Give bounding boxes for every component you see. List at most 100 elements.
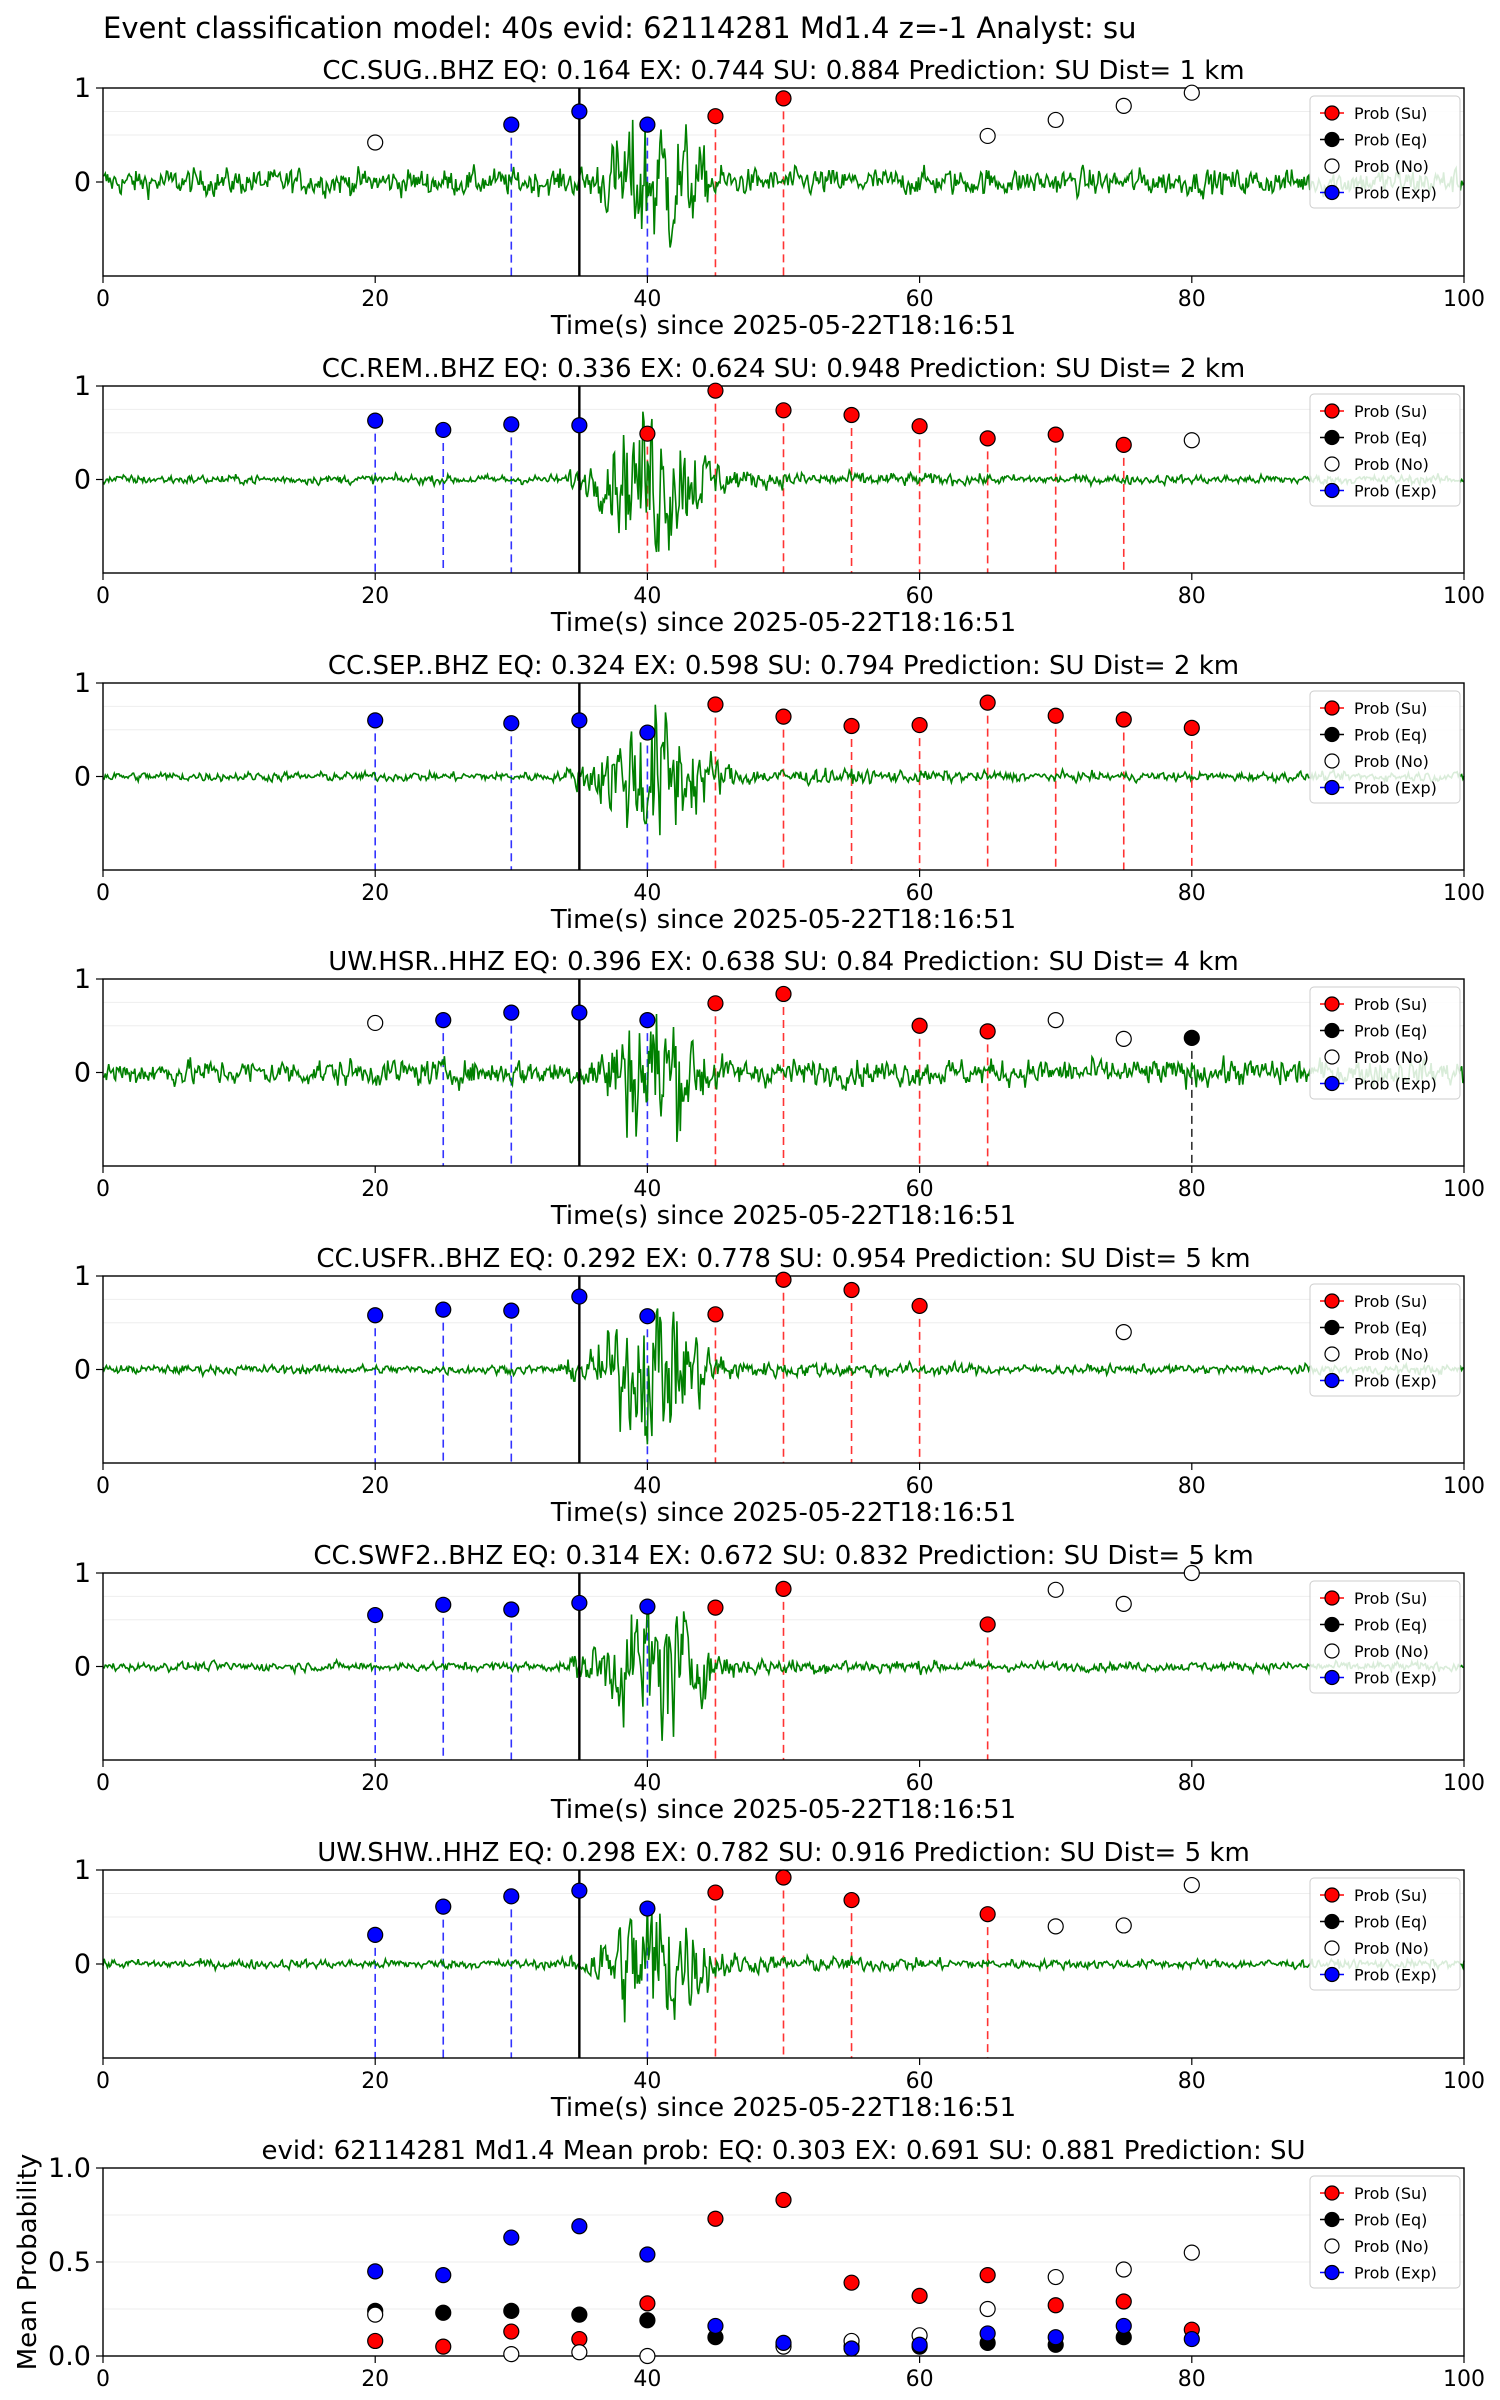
prob-point-exp: [775, 2334, 792, 2351]
x-tick-label: 20: [361, 1474, 389, 1499]
prob-point-su: [843, 406, 860, 424]
y-tick-label: 0: [74, 1949, 91, 1980]
y-tick-label: 1: [74, 371, 91, 402]
x-tick-label: 80: [1178, 1474, 1206, 1499]
y-tick-label: 0: [74, 167, 91, 198]
prob-point-su: [639, 2295, 656, 2312]
prob-point-exp: [503, 1601, 520, 1618]
prob-point-no: [1047, 1012, 1064, 1029]
x-tick-label: 0: [96, 1177, 110, 1202]
prob-point-exp: [571, 103, 588, 120]
x-axis-label: Time(s) since 2025-05-22T18:16:51: [550, 905, 1016, 935]
x-tick-label: 40: [633, 1771, 661, 1796]
prob-point-exp: [1183, 2330, 1200, 2348]
x-tick-label: 0: [96, 1474, 110, 1499]
legend-label-eq: Prob (Eq): [1354, 726, 1427, 745]
x-tick-label: 60: [906, 584, 934, 609]
x-axis-label: Time(s) since 2025-05-22T18:16:51: [550, 1498, 1016, 1528]
y-tick-label: 1: [74, 1855, 91, 1886]
prob-point-su: [1183, 719, 1200, 736]
legend-label-eq: Prob (Eq): [1354, 1616, 1427, 1635]
x-tick-label: 80: [1178, 2367, 1206, 2392]
prob-point-no: [571, 2344, 588, 2361]
prob-point-su: [911, 2287, 928, 2304]
legend-label-no: Prob (No): [1354, 2237, 1429, 2256]
prob-point-eq: [503, 2302, 520, 2319]
prob-point-no: [503, 2346, 520, 2363]
legend-marker-su: [1324, 1887, 1340, 1903]
x-tick-label: 80: [1178, 881, 1206, 906]
y-tick-label: 0: [74, 1355, 91, 1386]
legend-marker-su: [1324, 2185, 1340, 2201]
legend-marker-eq: [1324, 2211, 1340, 2228]
legend-label-eq: Prob (Eq): [1354, 429, 1427, 448]
prob-point-exp: [435, 1596, 452, 1613]
prob-point-exp: [979, 2325, 996, 2342]
prob-point-eq: [435, 2304, 452, 2321]
legend-marker-no: [1324, 1643, 1340, 1659]
prob-point-su: [707, 995, 724, 1012]
x-tick-label: 20: [361, 287, 389, 312]
prob-point-exp: [367, 2263, 384, 2280]
legend-box: [1309, 1877, 1461, 1991]
prob-point-no: [1183, 1876, 1200, 1894]
x-tick-label: 100: [1443, 2069, 1485, 2094]
prob-point-su: [843, 2274, 860, 2291]
prob-point-no: [1115, 97, 1132, 114]
legend-label-exp: Prob (Exp): [1354, 482, 1437, 501]
prob-point-su: [775, 90, 792, 107]
legend-box: [1309, 2175, 1461, 2289]
prob-point-exp: [843, 2340, 860, 2357]
prob-point-su: [775, 708, 792, 725]
panel-3: CC.SEP..BHZ EQ: 0.324 EX: 0.598 SU: 0.79…: [74, 651, 1485, 935]
x-tick-label: 40: [633, 1474, 661, 1499]
y-tick-label: 0: [74, 762, 91, 793]
x-tick-label: 40: [633, 2069, 661, 2094]
prob-point-su: [707, 382, 724, 399]
figure-title: Event classification model: 40s evid: 62…: [103, 11, 1136, 45]
legend-marker-exp: [1324, 1669, 1340, 1686]
legend-marker-su: [1324, 996, 1340, 1012]
legend-label-eq: Prob (Eq): [1354, 131, 1427, 150]
legend-marker-eq: [1324, 1319, 1340, 1336]
prob-point-exp: [503, 1004, 520, 1021]
x-tick-label: 40: [633, 584, 661, 609]
prob-point-exp: [503, 116, 520, 133]
x-tick-label: 100: [1443, 1177, 1485, 1202]
waveform-trace: [102, 1308, 1465, 1445]
legend-marker-no: [1324, 1346, 1340, 1362]
x-tick-label: 0: [96, 2367, 110, 2392]
x-tick-label: 60: [906, 881, 934, 906]
legend-marker-eq: [1324, 726, 1340, 743]
x-tick-label: 20: [361, 584, 389, 609]
legend-label-no: Prob (No): [1354, 157, 1429, 176]
x-tick-label: 100: [1443, 287, 1485, 312]
x-tick-label: 100: [1443, 881, 1485, 906]
x-tick-label: 20: [361, 881, 389, 906]
prob-point-exp: [571, 1004, 588, 1021]
waveform-trace: [102, 704, 1465, 836]
panel-title: UW.HSR..HHZ EQ: 0.396 EX: 0.638 SU: 0.84…: [328, 947, 1238, 977]
prob-point-su: [911, 1017, 928, 1034]
x-tick-label: 0: [96, 881, 110, 906]
legend-marker-no: [1324, 2238, 1340, 2254]
x-tick-label: 60: [906, 2069, 934, 2094]
prob-point-exp: [435, 421, 452, 439]
prob-point-no: [1115, 2261, 1132, 2278]
panels: CC.SUG..BHZ EQ: 0.164 EX: 0.744 SU: 0.88…: [13, 56, 1485, 2392]
prob-point-exp: [1115, 2317, 1132, 2335]
x-tick-label: 0: [96, 287, 110, 312]
x-tick-label: 0: [96, 1771, 110, 1796]
x-tick-label: 60: [906, 2367, 934, 2392]
prob-point-su: [911, 1297, 928, 1315]
x-axis-label: Time(s) since 2025-05-22T18:16:51: [550, 608, 1016, 638]
x-tick-label: 80: [1178, 2069, 1206, 2094]
prob-point-no: [1115, 1323, 1132, 1341]
x-tick-label: 20: [361, 1771, 389, 1796]
legend-marker-exp: [1324, 1075, 1340, 1092]
legend-label-exp: Prob (Exp): [1354, 1669, 1437, 1688]
legend-marker-eq: [1324, 429, 1340, 446]
legend-marker-no: [1324, 1940, 1340, 1956]
legend-marker-no: [1324, 456, 1340, 472]
